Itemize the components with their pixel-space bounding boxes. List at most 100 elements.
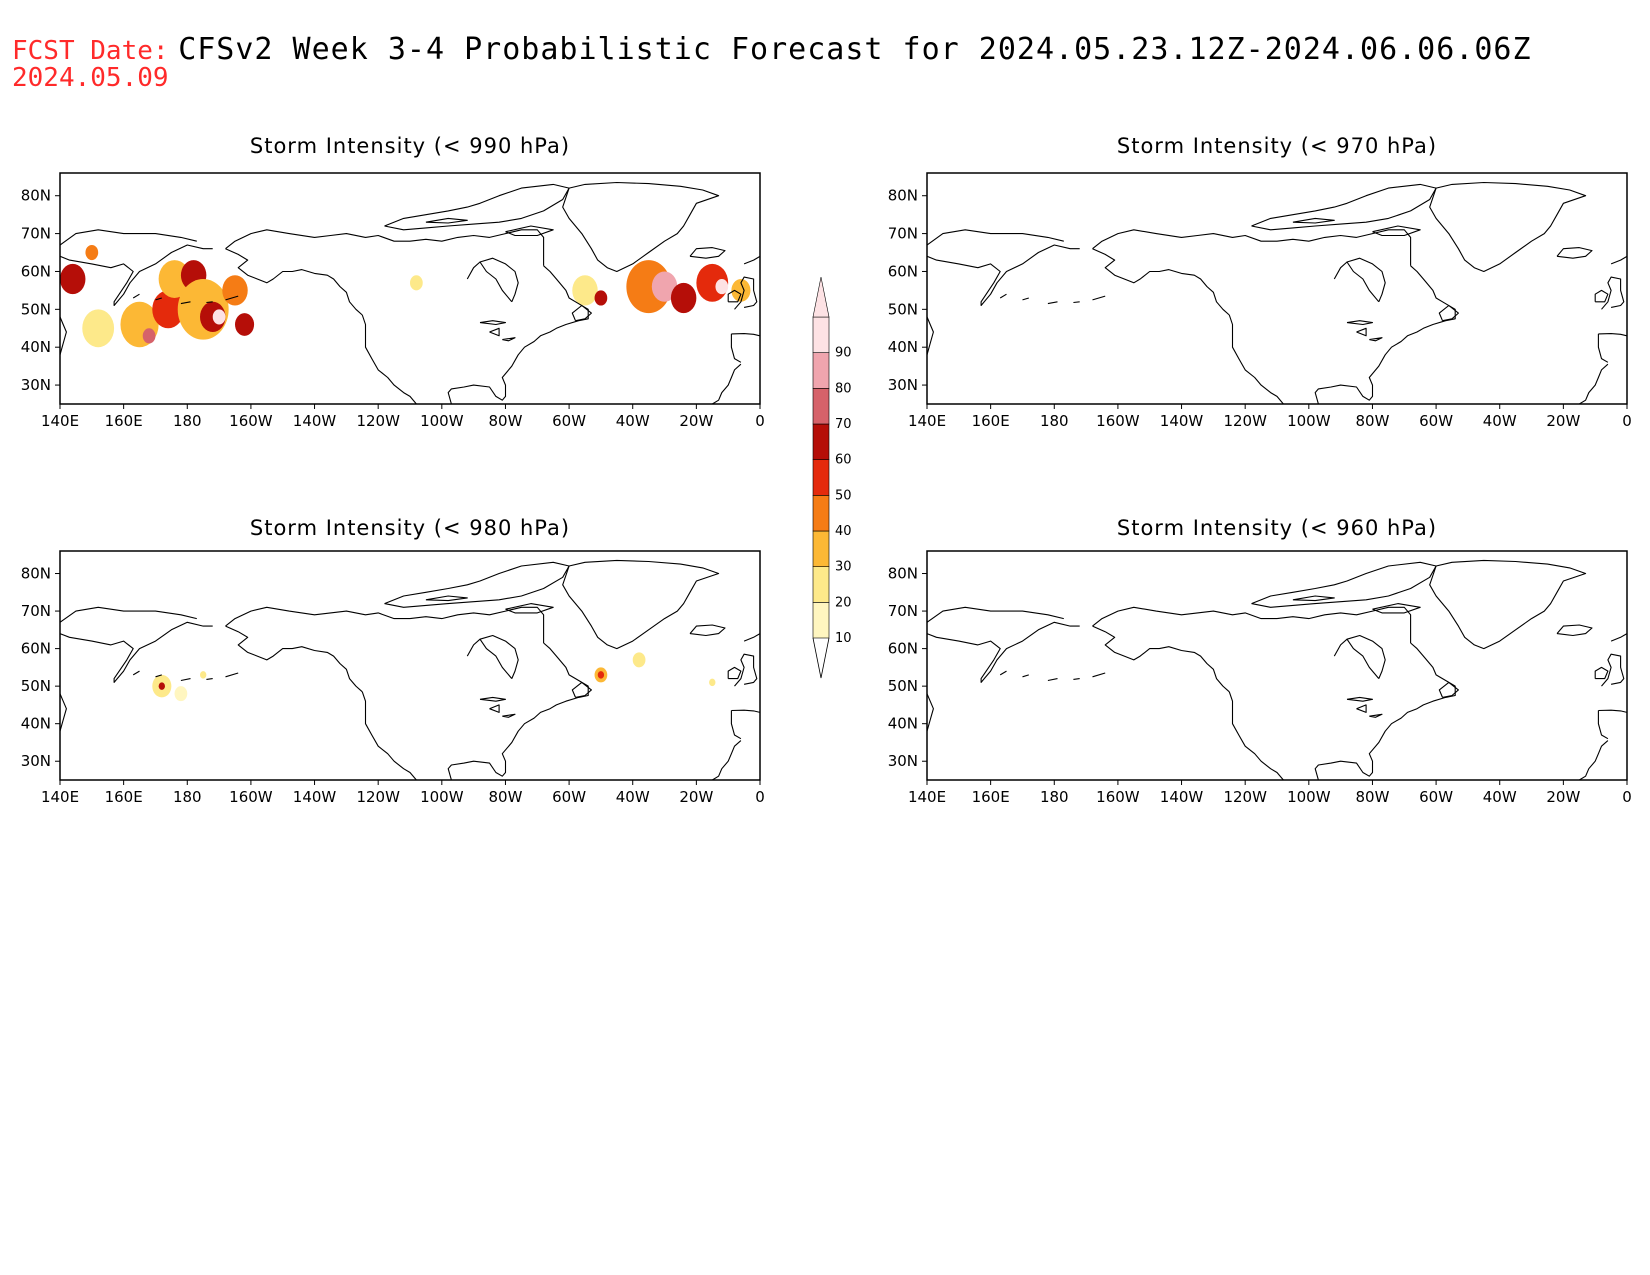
coastline (447, 265, 589, 404)
coastline (502, 337, 516, 342)
lon-tick-label: 0 (1622, 788, 1632, 806)
coastline (1372, 225, 1421, 237)
probability-cell (200, 671, 207, 679)
coastline (1292, 217, 1335, 224)
coastline (727, 666, 742, 680)
lon-tick-label: 160W (1096, 788, 1140, 806)
coastlines (60, 559, 760, 780)
coastline (743, 255, 760, 265)
probability-cell (158, 682, 165, 690)
lon-tick-label: 180 (1040, 412, 1069, 430)
lat-tick-label: 80N (888, 187, 918, 205)
coastline (60, 229, 197, 246)
coastline (409, 606, 545, 643)
coastline (1346, 634, 1386, 679)
lat-tick-label: 70N (21, 225, 51, 243)
coastline (1292, 595, 1335, 602)
lat-tick-label: 50N (888, 677, 918, 695)
lat-tick-label: 30N (888, 752, 918, 770)
coastline (712, 363, 742, 404)
lon-tick-label: 120W (356, 412, 400, 430)
coastline (60, 693, 67, 750)
colorbar-swatch (812, 352, 830, 389)
probability-cell (731, 279, 751, 302)
coastline (734, 276, 758, 310)
lon-tick-label: 180 (1040, 788, 1069, 806)
coastline (505, 225, 554, 237)
lon-tick-label: 160E (972, 788, 1010, 806)
map-frame (59, 172, 761, 405)
coastline (927, 229, 1064, 246)
coastline (1598, 709, 1627, 713)
colorbar-level-label: 20 (835, 595, 852, 610)
coastline (1597, 710, 1609, 740)
lon-tick-label: 60W (1419, 788, 1453, 806)
map-panel-4: Storm Intensity (< 960 hPa) 80N 70N 60N 50N 4… (888, 516, 1632, 806)
coastline (731, 333, 760, 337)
coastline (1356, 704, 1367, 713)
lat-tick-label: 60N (888, 640, 918, 658)
coastline (730, 710, 742, 740)
coastline (1601, 653, 1625, 687)
lat-tick-label: 30N (21, 752, 51, 770)
lon-tick-label: 120W (1223, 788, 1267, 806)
coastline (1092, 625, 1230, 693)
probability-cell (142, 328, 156, 344)
lon-tick-label: 100W (1287, 788, 1331, 806)
coastline (731, 709, 760, 713)
coastline (1369, 337, 1383, 342)
coastline (180, 301, 191, 305)
coastlines (927, 181, 1627, 404)
probability-shading (60, 244, 751, 348)
lon-tick-label: 160W (229, 788, 273, 806)
lon-tick-label: 0 (1622, 412, 1632, 430)
lon-tick-label: 100W (1287, 412, 1331, 430)
coastline (60, 606, 197, 623)
map-panel-3: Storm Intensity (< 980 hPa) 80N 70N 60N 50N 4… (21, 516, 765, 806)
lon-tick-label: 80W (1355, 412, 1389, 430)
lon-tick-label: 0 (755, 412, 765, 430)
coastline (1073, 301, 1080, 304)
lat-tick-label: 40N (888, 338, 918, 356)
coastline (479, 257, 519, 303)
coastline (1598, 333, 1627, 337)
lat-tick-label: 60N (888, 262, 918, 280)
map-frame (926, 172, 1628, 405)
lon-tick-label: 140W (1160, 788, 1204, 806)
colorbar-swatch (812, 316, 830, 353)
coastline (1022, 674, 1029, 678)
coastline (1314, 642, 1456, 780)
colorbar-swatch (812, 566, 830, 603)
coastline (1228, 691, 1284, 780)
coastline (225, 606, 410, 627)
coastline (409, 229, 545, 266)
coastline (466, 638, 481, 657)
lat-tick-label: 70N (888, 602, 918, 620)
lon-tick-label: 40W (1483, 412, 1517, 430)
lat-tick-label: 40N (21, 338, 51, 356)
probability-cell (235, 313, 255, 336)
lon-tick-label: 20W (679, 412, 713, 430)
coastline (155, 674, 162, 678)
probability-cell (174, 686, 188, 702)
lon-tick-label: 140W (1160, 412, 1204, 430)
coastline (225, 248, 363, 316)
probability-cell (597, 671, 605, 679)
lon-tick-label: 160E (105, 788, 143, 806)
coastline (1438, 304, 1459, 322)
figure-header: FCST Date: CFSv2 Week 3-4 Probabilistic … (12, 32, 1532, 93)
coastline (225, 295, 239, 301)
lon-tick-label: 100W (420, 788, 464, 806)
lon-tick-label: 20W (1546, 788, 1580, 806)
lat-tick-label: 30N (888, 376, 918, 394)
lon-tick-label: 100W (420, 412, 464, 430)
lon-tick-label: 20W (679, 788, 713, 806)
coastline (132, 670, 140, 676)
fcst-date-label: FCST Date: (12, 36, 169, 66)
map-panel-2: Storm Intensity (< 970 hPa) 80N 70N 60N 50N 4… (888, 134, 1632, 430)
colorbar-swatch (812, 423, 830, 460)
lon-tick-label: 60W (552, 412, 586, 430)
colorbar-swatch (812, 602, 830, 639)
coastline (999, 293, 1007, 299)
probability-cell (60, 263, 86, 295)
